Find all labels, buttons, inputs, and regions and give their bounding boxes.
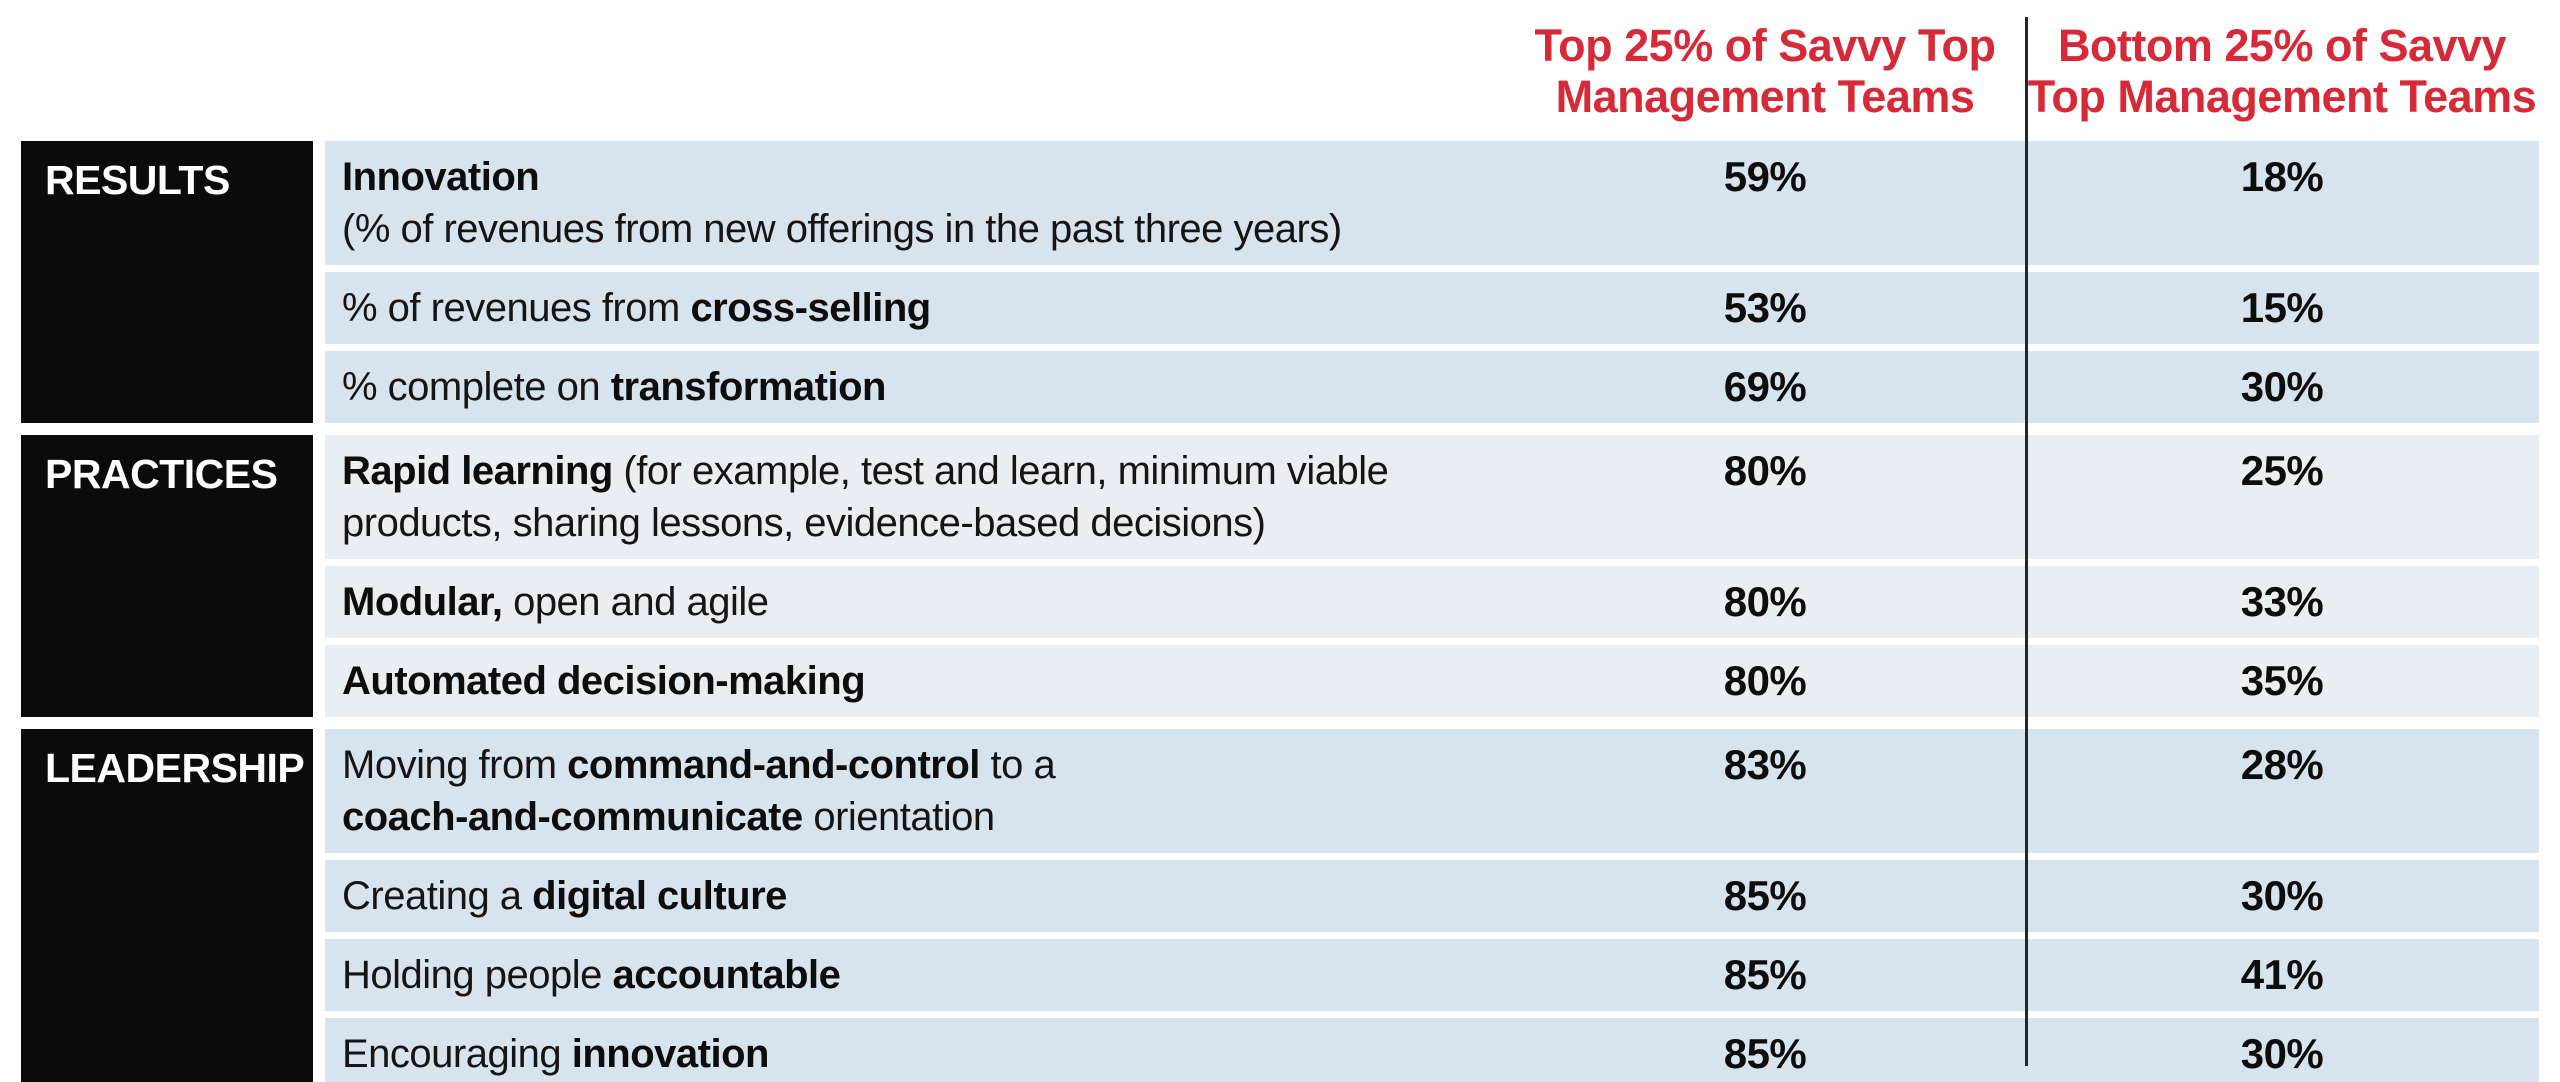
bottom25-value: 35% bbox=[2240, 657, 2324, 704]
top25-value: 85% bbox=[1723, 951, 1807, 998]
top25-value: 59% bbox=[1723, 153, 1807, 200]
section-practices: PRACTICES Rapid learning (for example, te… bbox=[21, 435, 2539, 717]
bottom25-value: 30% bbox=[2240, 1030, 2324, 1077]
table-row: Holding people accountable 85% 41% bbox=[325, 939, 2539, 1011]
table-row: Encouraging innovation 85% 30% bbox=[325, 1018, 2539, 1082]
section-rows: Moving from command-and-control to a coac… bbox=[325, 729, 2539, 1082]
row-description: % of revenues from cross-selling bbox=[325, 272, 1505, 344]
row-description: Rapid learning (for example, test and le… bbox=[325, 435, 1505, 559]
bottom25-value: 33% bbox=[2240, 578, 2324, 625]
column-header-top-25: Top 25% of Savvy Top Management Teams bbox=[1505, 0, 2025, 141]
row-description: Automated decision-making bbox=[325, 645, 1505, 717]
header-spacer bbox=[21, 0, 1505, 141]
row-description: Moving from command-and-control to a coac… bbox=[325, 729, 1505, 853]
row-description-text: Creating a bbox=[342, 874, 533, 918]
column-divider-line bbox=[2025, 17, 2028, 1066]
row-description-bold-text: Rapid learning bbox=[342, 449, 613, 493]
row-description: % complete on transformation bbox=[325, 351, 1505, 423]
row-description-text: (% of revenues from new offerings in the… bbox=[342, 207, 1342, 251]
row-description-text: products, sharing lessons, evidence-base… bbox=[342, 501, 1266, 545]
row-description: Holding people accountable bbox=[325, 939, 1505, 1011]
top25-value: 85% bbox=[1723, 1030, 1807, 1077]
row-description-bold-text: cross-selling bbox=[690, 286, 931, 330]
table-row: Modular, open and agile 80% 33% bbox=[325, 566, 2539, 638]
table-row: Innovation (% of revenues from new offeri… bbox=[325, 141, 2539, 265]
row-description-bold-text: Automated decision-making bbox=[342, 659, 866, 703]
row-description: Modular, open and agile bbox=[325, 566, 1505, 638]
row-description-text: open and agile bbox=[502, 580, 769, 624]
section-rows: Rapid learning (for example, test and le… bbox=[325, 435, 2539, 717]
table-row: Moving from command-and-control to a coac… bbox=[325, 729, 2539, 853]
column-header-top-25-line1: Top 25% of Savvy Top bbox=[1534, 20, 1996, 71]
top25-value: 80% bbox=[1723, 447, 1807, 494]
row-description-bold-text: command-and-control bbox=[567, 743, 980, 787]
row-description: Creating a digital culture bbox=[325, 860, 1505, 932]
row-description: Innovation (% of revenues from new offeri… bbox=[325, 141, 1505, 265]
section-results: RESULTS Innovation (% of revenues from new… bbox=[21, 141, 2539, 423]
table-header: Top 25% of Savvy Top Management Teams Bo… bbox=[21, 0, 2539, 141]
section-leadership: LEADERSHIP Moving from command-and-contro… bbox=[21, 729, 2539, 1082]
top25-value: 69% bbox=[1723, 363, 1807, 410]
row-description-text: % complete on bbox=[342, 365, 611, 409]
table-row: Automated decision-making 80% 35% bbox=[325, 645, 2539, 717]
top25-value: 83% bbox=[1723, 741, 1807, 788]
row-description-bold-text: accountable bbox=[612, 953, 841, 997]
row-description-bold-text: transformation bbox=[610, 365, 887, 409]
row-description-bold-text: coach-and-communicate bbox=[342, 795, 803, 839]
bottom25-value: 18% bbox=[2240, 153, 2324, 200]
row-description-bold-text: Innovation bbox=[342, 155, 540, 199]
section-rows: Innovation (% of revenues from new offeri… bbox=[325, 141, 2539, 423]
row-description-text: to a bbox=[979, 743, 1056, 787]
section-label-leadership: LEADERSHIP bbox=[21, 729, 313, 1082]
bottom25-value: 41% bbox=[2240, 951, 2324, 998]
column-header-top-25-line2: Management Teams bbox=[1555, 71, 1975, 122]
table-body: RESULTS Innovation (% of revenues from new… bbox=[21, 141, 2539, 1082]
table-row: Creating a digital culture 85% 30% bbox=[325, 860, 2539, 932]
row-description: Encouraging innovation bbox=[325, 1018, 1505, 1082]
table-row: % of revenues from cross-selling 53% 15% bbox=[325, 272, 2539, 344]
column-header-bottom-25-line2: Top Management Teams bbox=[2027, 71, 2537, 122]
bottom25-value: 30% bbox=[2240, 872, 2324, 919]
row-description-bold-text: digital culture bbox=[532, 874, 787, 918]
top25-value: 85% bbox=[1723, 872, 1807, 919]
row-description-text: Moving from bbox=[342, 743, 568, 787]
row-description-text: Holding people bbox=[342, 953, 613, 997]
bottom25-value: 15% bbox=[2240, 284, 2324, 331]
bottom25-value: 25% bbox=[2240, 447, 2324, 494]
row-description-text: % of revenues from bbox=[342, 286, 691, 330]
top25-value: 80% bbox=[1723, 657, 1807, 704]
section-label-results: RESULTS bbox=[21, 141, 313, 423]
bottom25-value: 28% bbox=[2240, 741, 2324, 788]
row-description-bold-text: Modular, bbox=[342, 580, 503, 624]
row-description-text: orientation bbox=[802, 795, 995, 839]
bottom25-value: 30% bbox=[2240, 363, 2324, 410]
table-row: % complete on transformation 69% 30% bbox=[325, 351, 2539, 423]
column-header-bottom-25-line1: Bottom 25% of Savvy bbox=[2057, 20, 2507, 71]
top25-value: 53% bbox=[1723, 284, 1807, 331]
row-description-text: Encouraging bbox=[342, 1032, 572, 1076]
row-description-bold-text: innovation bbox=[571, 1032, 770, 1076]
table-row: Rapid learning (for example, test and le… bbox=[325, 435, 2539, 559]
top25-value: 80% bbox=[1723, 578, 1807, 625]
section-label-practices: PRACTICES bbox=[21, 435, 313, 717]
row-description-text: (for example, test and learn, minimum vi… bbox=[612, 449, 1389, 493]
column-header-bottom-25: Bottom 25% of Savvy Top Management Teams bbox=[2025, 0, 2539, 141]
